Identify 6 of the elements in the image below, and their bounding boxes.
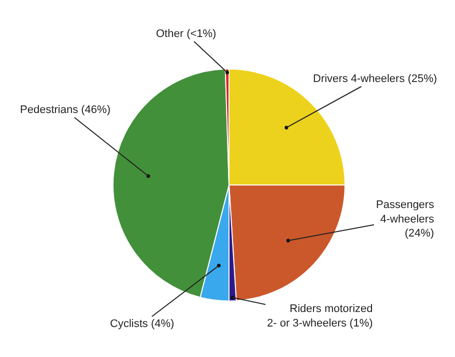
slice-label: Riders motorized 2- or 3-wheelers (1%) — [267, 303, 373, 330]
slice-label: Pedestrians (46%) — [20, 104, 110, 116]
slice-label: Cyclists (4%) — [110, 318, 174, 330]
slice-label: Drivers 4-wheelers (25%) — [313, 73, 438, 85]
slice-label: Passengers 4-wheelers (24%) — [376, 199, 435, 240]
slice-label: Other (<1%) — [156, 28, 216, 40]
